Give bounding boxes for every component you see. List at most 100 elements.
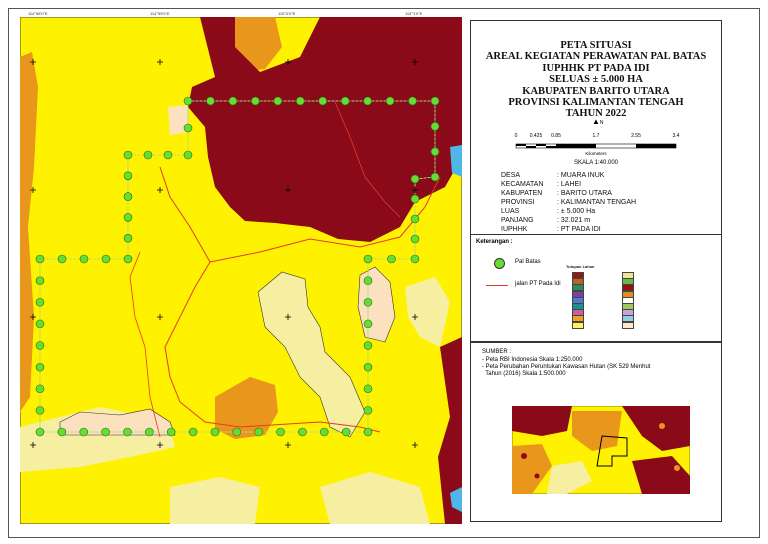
pal-batas-marker[interactable]: [123, 427, 132, 437]
pal-batas-marker[interactable]: [228, 96, 238, 106]
pal-batas-marker[interactable]: [166, 427, 176, 437]
pal-batas-marker[interactable]: [183, 96, 193, 106]
sources-heading: SUMBER :: [482, 349, 512, 355]
pal-batas-marker[interactable]: [410, 174, 420, 184]
pal-batas-marker[interactable]: [430, 147, 440, 156]
pal-batas-marker[interactable]: [79, 427, 89, 437]
grid-cross: [157, 314, 163, 320]
boundary-posts: [35, 96, 440, 437]
orange-area-west: [20, 52, 38, 412]
pal-batas-marker[interactable]: [35, 276, 45, 285]
pal-batas-marker[interactable]: [35, 384, 45, 394]
pal-batas-marker[interactable]: [163, 150, 173, 160]
scale-tick-label: 0.85: [551, 133, 561, 139]
pal-batas-marker[interactable]: [35, 319, 45, 329]
pal-batas-marker[interactable]: [318, 96, 328, 106]
grid-crosses: [30, 59, 418, 448]
title-line: KABUPATEN BARITO UTARA: [522, 85, 670, 97]
info-row: KABUPATEN: BARITO UTARA: [501, 190, 612, 197]
pal-batas-marker[interactable]: [35, 362, 45, 372]
light-yellow-area-east: [405, 277, 450, 347]
pal-batas-marker[interactable]: [276, 427, 285, 437]
pal-batas-marker[interactable]: [363, 276, 373, 285]
pal-batas-marker[interactable]: [101, 254, 111, 264]
river-water-southeast: [450, 487, 462, 512]
pal-batas-marker[interactable]: [35, 297, 45, 307]
pal-batas-marker[interactable]: [410, 194, 420, 204]
grid-cross: [285, 59, 291, 65]
pal-batas-marker[interactable]: [340, 96, 350, 106]
map-sheet-frame: [8, 8, 760, 538]
pal-batas-marker[interactable]: [363, 362, 373, 372]
pal-batas-marker[interactable]: [254, 427, 263, 437]
pal-batas-marker[interactable]: [430, 96, 440, 106]
pal-batas-marker[interactable]: [101, 427, 110, 437]
pal-batas-marker[interactable]: [123, 171, 133, 181]
pal-batas-marker[interactable]: [410, 254, 420, 264]
pal-batas-marker[interactable]: [363, 384, 373, 394]
pal-batas-marker[interactable]: [363, 341, 373, 350]
map-title: PETA SITUASI AREAL KEGIATAN PERAWATAN PA…: [474, 40, 718, 120]
pal-batas-marker[interactable]: [123, 192, 133, 201]
pal-batas-marker[interactable]: [363, 297, 373, 307]
pal-batas-marker[interactable]: [145, 427, 154, 437]
pal-batas-marker[interactable]: [206, 96, 215, 106]
legend-heading: Keterangan :: [476, 239, 513, 245]
pal-batas-marker[interactable]: [363, 96, 372, 106]
pal-batas-marker[interactable]: [188, 427, 198, 437]
legend-item-label: Pal Batas: [515, 259, 541, 265]
pal-batas-marker[interactable]: [123, 150, 133, 160]
pal-batas-marker[interactable]: [143, 150, 153, 160]
pal-batas-marker[interactable]: [79, 254, 89, 264]
pal-batas-marker[interactable]: [35, 406, 45, 415]
info-row: IUPHHK: PT PADA IDI: [501, 226, 601, 233]
sources-line: Tahun (2016) Skala 1:500.000: [482, 371, 566, 377]
pal-batas-marker[interactable]: [298, 427, 307, 437]
pal-batas-marker[interactable]: [123, 254, 133, 264]
pal-batas-marker[interactable]: [363, 254, 373, 264]
pal-batas-marker[interactable]: [363, 406, 373, 415]
scale-unit: Kilometers: [585, 151, 607, 156]
pal-batas-marker[interactable]: [123, 233, 133, 243]
pal-batas-marker[interactable]: [341, 427, 351, 437]
pal-batas-marker[interactable]: [363, 427, 373, 437]
orange-area-south: [215, 377, 278, 439]
pal-batas-marker[interactable]: [410, 214, 420, 224]
pal-batas-marker[interactable]: [430, 122, 440, 131]
pal-batas-marker[interactable]: [387, 254, 396, 264]
pal-batas-marker[interactable]: [35, 427, 45, 437]
pal-batas-marker[interactable]: [183, 123, 193, 133]
main-map[interactable]: [20, 17, 462, 524]
map-tick-top-1: 114°58'0"E: [28, 11, 48, 16]
grid-cross: [285, 442, 291, 448]
pal-batas-marker[interactable]: [295, 96, 305, 106]
grid-cross: [412, 314, 418, 320]
pal-batas-marker[interactable]: [430, 172, 440, 182]
pal-batas-marker[interactable]: [183, 150, 193, 160]
pal-batas-marker[interactable]: [35, 254, 45, 264]
pal-batas-marker[interactable]: [385, 96, 395, 106]
road-pt-pada-idi-north: [209, 176, 441, 263]
road-pt-pada-idi: [159, 166, 381, 433]
pal-batas-marker[interactable]: [123, 213, 133, 222]
pal-batas-marker[interactable]: [408, 96, 417, 106]
pal-batas-marker[interactable]: [410, 234, 420, 244]
landuse-swatch: [622, 321, 634, 329]
sources-line: - Peta Perubahan Peruntukan Kawasan Huta…: [482, 364, 651, 370]
pal-batas-marker[interactable]: [363, 319, 373, 329]
pal-batas-marker[interactable]: [232, 427, 242, 437]
pal-batas-marker[interactable]: [57, 254, 67, 264]
peach-area-south: [59, 408, 176, 436]
pal-batas-marker[interactable]: [57, 427, 67, 437]
title-line: AREAL KEGIATAN PERAWATAN PAL BATAS: [485, 51, 707, 63]
title-line: SELUAS ± 5.000 HA: [549, 74, 643, 86]
pal-batas-marker[interactable]: [210, 427, 220, 437]
grid-cross: [412, 59, 418, 65]
north-label: N: [599, 120, 604, 126]
inset-map[interactable]: [512, 406, 690, 494]
pal-batas-marker[interactable]: [35, 341, 45, 350]
pal-batas-marker[interactable]: [251, 96, 260, 106]
legend-road-icon: [486, 285, 508, 287]
pal-batas-marker[interactable]: [319, 427, 329, 437]
pal-batas-marker[interactable]: [273, 96, 283, 106]
